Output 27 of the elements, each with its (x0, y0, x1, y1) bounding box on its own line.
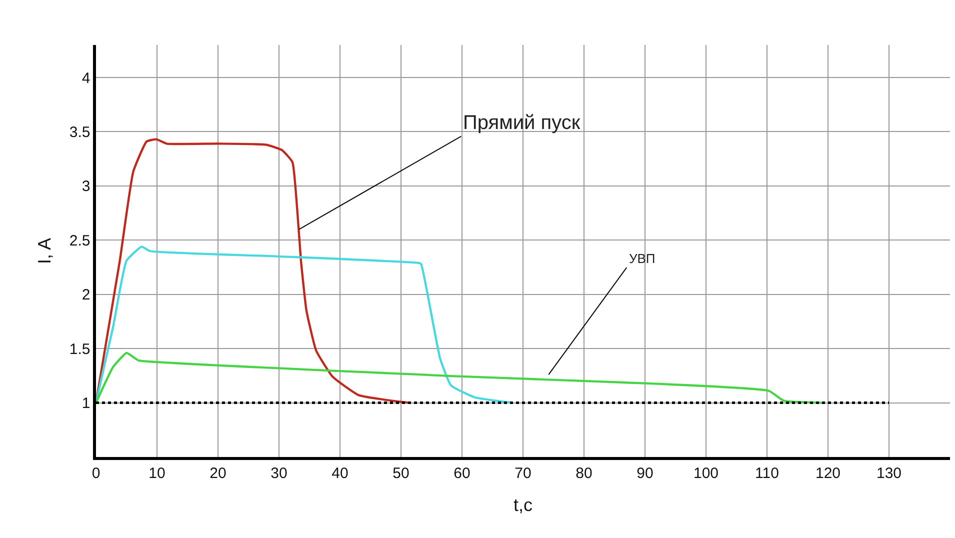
y-tick-label: 3 (82, 178, 90, 196)
y-tick-label: 4 (82, 70, 90, 87)
y-tick-label: 1 (82, 395, 90, 412)
x-tick-label: 100 (693, 464, 719, 482)
x-tick-label: 120 (815, 464, 841, 482)
x-tick-label: 130 (876, 464, 902, 482)
line-series (96, 352, 823, 404)
x-tick-label: 90 (636, 464, 654, 482)
x-tick-label: 30 (270, 464, 288, 482)
x-tick-label: 0 (92, 464, 100, 482)
line-series (96, 138, 410, 404)
annotation: Прямий пуск (463, 112, 580, 134)
annotation: УВП (629, 251, 656, 266)
x-tick-label: 70 (514, 464, 532, 482)
x-tick-label: 20 (210, 464, 226, 482)
x-axis-title: t,c (513, 494, 533, 515)
x-tick-label: 40 (332, 464, 348, 482)
y-tick-label: 2 (82, 286, 90, 304)
y-axis-title: I, A (34, 238, 55, 264)
x-tick-label: 110 (755, 464, 779, 482)
x-tick-label: 80 (576, 464, 592, 482)
y-tick-label: 1.5 (69, 340, 90, 358)
x-tick-label: 10 (148, 464, 166, 482)
x-tick-label: 60 (454, 464, 470, 482)
y-tick-label: 3.5 (69, 124, 90, 141)
x-tick-label: 50 (392, 464, 410, 482)
y-tick-label: 2.5 (69, 232, 90, 250)
